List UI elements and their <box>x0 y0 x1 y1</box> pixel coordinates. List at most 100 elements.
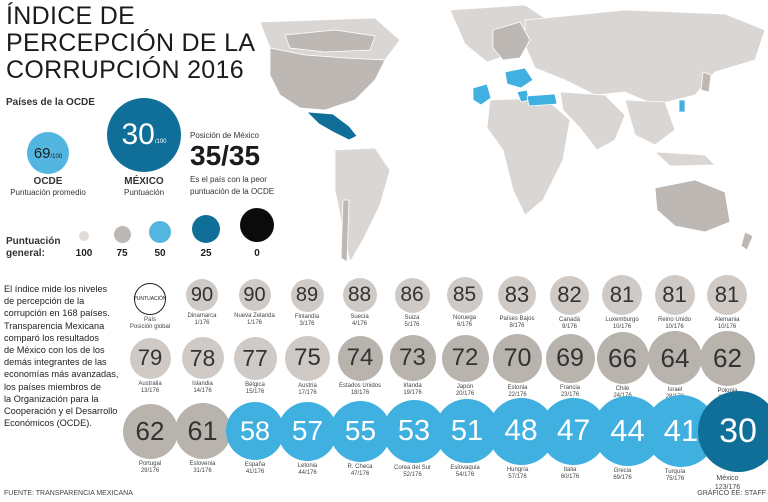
score-circle: 88 <box>342 278 377 312</box>
score-circle: 62 <box>122 403 178 459</box>
country-tile: 62Polonia29/176 <box>698 330 758 402</box>
legend-swatch-50 <box>149 221 171 243</box>
score-circle: 72 <box>441 334 489 382</box>
score-circle: 30 <box>697 390 768 472</box>
country-rank: 54/176 <box>455 472 475 478</box>
credit-note: GRÁFICO EE: STAFF <box>697 490 766 497</box>
country-tile: 77 Bélgica 15/176 <box>225 336 285 396</box>
country-tile: 61 Eslovenia 31/176 <box>173 403 233 475</box>
country-tile: 69 Francia 23/176 <box>540 333 600 399</box>
position-heading: Posición de México <box>190 131 259 140</box>
country-name: Noruega <box>452 315 476 321</box>
country-tile: 66Chile24/176 <box>593 332 653 400</box>
country-tile: 44 Grecia 69/176 <box>592 396 663 482</box>
country-tile: 57 Letonia 44/176 <box>278 401 338 477</box>
country-name: Islandia <box>192 381 213 387</box>
country-tile: 83 Países Bajos 8/176 <box>487 276 547 330</box>
legend-step: 50 <box>154 248 166 259</box>
country-name: Suiza <box>404 314 420 321</box>
country-tile: 58 España 41/176 <box>225 402 285 476</box>
score-circle: 66 <box>596 332 649 384</box>
country-rank: 10/176 <box>665 324 684 330</box>
country-tile: 89 Finlandia 3/176 <box>277 278 337 328</box>
country-name: Reino Unido <box>657 317 692 323</box>
legend-step: 100 <box>75 248 93 259</box>
score-circle: 55 <box>330 400 391 462</box>
country-rank: 22/176 <box>508 391 527 398</box>
country-rank: 20/176 <box>455 390 475 397</box>
country-rank: 15/176 <box>245 388 265 395</box>
country-rank: 19/176 <box>403 390 422 396</box>
score-circle: 82 <box>550 275 589 315</box>
country-tile: 53 Corea del Sur 52/176 <box>382 399 446 479</box>
country-tile: 82 Canadá 9/176 <box>540 275 600 331</box>
score-circle: 78 <box>181 337 224 379</box>
legend-label: Puntuación general: <box>6 236 61 259</box>
description-text: El índice mide los niveles de percepción… <box>4 284 119 429</box>
country-rank: 60/176 <box>560 473 580 480</box>
country-rank: 23/176 <box>560 391 580 398</box>
page-title: ÍNDICE DE PERCEPCIÓN DE LA CORRUPCIÓN 20… <box>6 2 256 84</box>
country-name: México <box>716 474 739 482</box>
country-rank: 13/176 <box>140 387 160 394</box>
score-circle: 75 <box>285 335 330 381</box>
position-note: Es el país con la peor puntuación de la … <box>190 175 275 196</box>
country-rank: 1/176 <box>246 320 262 326</box>
legend-step: 75 <box>116 248 128 259</box>
country-name: Israel <box>667 387 683 393</box>
country-rank: 44/176 <box>298 469 317 476</box>
country-name: Países Bajos <box>499 316 535 322</box>
country-tile: 78 Islandia 14/176 <box>173 337 233 395</box>
score-circle: 61 <box>174 403 231 459</box>
score-circle: 74 <box>337 335 383 381</box>
country-tile: 81 Luxemburgo 10/176 <box>592 275 652 331</box>
country-name: R. Checa <box>347 463 373 470</box>
country-name: Estonia <box>507 384 528 391</box>
country-tile: 70 Estonia 22/176 <box>488 333 548 399</box>
country-rank: 47/176 <box>350 470 370 477</box>
country-name: Alemania <box>714 317 740 323</box>
score-circle: 73 <box>389 335 436 381</box>
score-circle: 62 <box>700 330 755 386</box>
country-tile: 75 Austria 17/176 <box>278 335 338 397</box>
score-circle: 81 <box>707 275 747 315</box>
country-name: Nueva Zelanda <box>234 313 275 319</box>
score-circle: 57 <box>278 401 337 461</box>
country-name: Letonia <box>297 462 318 469</box>
score-circle: 47 <box>540 397 607 465</box>
legend-swatch-75 <box>114 226 131 243</box>
legend-swatch-0 <box>240 208 274 242</box>
country-tile: 85 Noruega 6/176 <box>435 277 495 329</box>
country-name: Eslovenia <box>189 461 216 467</box>
source-note: FUENTE: TRANSPARENCIA MEXICANA <box>4 490 133 497</box>
country-tile: 41 Turquía 75/176 <box>645 395 717 483</box>
score-circle: 81 <box>654 275 695 315</box>
country-rank: 3/176 <box>299 320 315 327</box>
country-rank: 31/176 <box>193 468 212 474</box>
legend-step: 0 <box>254 248 260 259</box>
country-name: Luxemburgo <box>605 317 639 323</box>
country-tile: 79 Australia 13/176 <box>120 337 180 395</box>
country-tile: 48 Hungría 57/176 <box>487 397 555 481</box>
country-rank: 29/176 <box>140 467 160 474</box>
country-tile: 64Israel28/176 <box>645 331 705 401</box>
country-rank: 8/176 <box>509 323 525 329</box>
country-name: Japón <box>456 383 474 390</box>
country-rank: 123/176 <box>714 483 741 491</box>
score-circle: 89 <box>290 278 324 312</box>
country-tile: 88 Suecia 4/176 <box>330 278 390 328</box>
country-rank: 75/176 <box>665 476 685 482</box>
mexico-score-circle: 30/100 <box>107 98 181 172</box>
ocde-score-circle: 69/100 <box>27 132 69 174</box>
country-name: Irlanda <box>403 383 422 389</box>
country-rank: 4/176 <box>351 321 367 327</box>
subtitle: Países de la OCDE <box>6 97 95 108</box>
country-rank: 41/176 <box>245 469 265 475</box>
mexico-sublabel: Puntuación <box>123 188 165 197</box>
country-tile: 86 Suiza 5/176 <box>382 277 442 329</box>
score-circle: 90 <box>238 279 271 311</box>
score-circle: 58 <box>226 402 284 460</box>
country-name: Finlandia <box>294 313 320 320</box>
legend-swatch-100 <box>79 231 89 241</box>
country-name: Polonia <box>717 387 738 394</box>
